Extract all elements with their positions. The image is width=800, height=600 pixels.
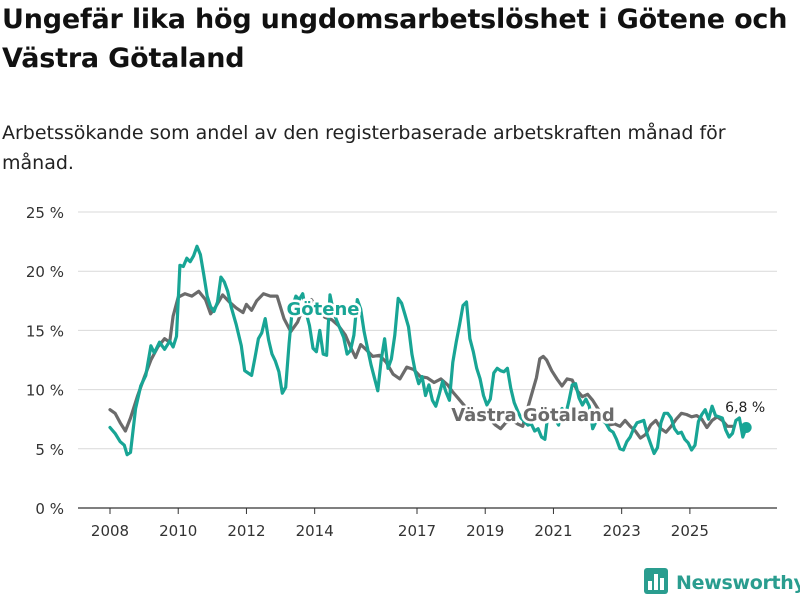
y-tick-label: 0 % [35, 500, 64, 518]
chart-subtitle: Arbetssökande som andel av den registerb… [2, 122, 726, 174]
x-tick-label: 2025 [671, 522, 709, 540]
x-tick-label: 2008 [91, 522, 129, 540]
x-tick-label: 2019 [466, 522, 504, 540]
newsworthy-brand: Newsworthy [644, 567, 800, 599]
y-tick-label: 25 % [26, 204, 64, 222]
x-tick-label: 2012 [227, 522, 265, 540]
vastra-gotaland-line [108, 289, 735, 440]
y-tick-label: 5 % [35, 441, 64, 459]
gotene-line [108, 244, 748, 457]
end-value-label: 6,8 % [725, 400, 765, 416]
x-tick-label: 2010 [159, 522, 197, 540]
y-tick-label: 20 % [26, 263, 64, 281]
vastra-gotaland-series-label-halo: Västra Götaland [451, 405, 615, 426]
x-tick-label: 2014 [296, 522, 334, 540]
chart-title: Ungefär lika hög ungdomsarbetslöshet i G… [2, 4, 788, 74]
bar-chart-icon [644, 568, 668, 598]
x-tick-label: 2017 [398, 522, 436, 540]
gotene-end-point [740, 421, 752, 433]
x-tick-label: 2023 [603, 522, 641, 540]
x-tick-label: 2021 [534, 522, 572, 540]
vastra-gotaland-series-label: Västra Götaland [451, 405, 615, 426]
end-value-label-halo: 6,8 % [725, 400, 765, 416]
gotene-series-label: Götene [287, 299, 360, 320]
brand-name: Newsworthy [676, 572, 800, 594]
y-tick-label: 15 % [26, 322, 64, 340]
y-tick-label: 10 % [26, 382, 64, 400]
gotene-series-label-halo: Götene [287, 299, 360, 320]
